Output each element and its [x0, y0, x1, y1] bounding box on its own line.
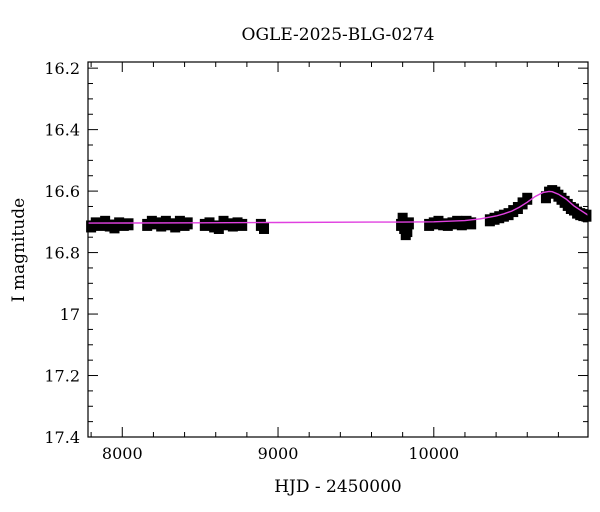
- x-tick-label: 9000: [258, 444, 299, 463]
- data-point-marker: [397, 212, 408, 225]
- y-tick-label: 17: [60, 305, 80, 324]
- data-point-marker: [581, 209, 592, 222]
- y-tick-label: 16.6: [44, 182, 80, 201]
- y-tick-label: 17.2: [44, 367, 80, 386]
- data-point-marker: [402, 225, 413, 238]
- y-tick-label: 16.4: [44, 121, 80, 140]
- data-point-marker: [259, 221, 270, 234]
- model-curve: [87, 190, 589, 224]
- x-tick-label: 10000: [408, 444, 459, 463]
- ticks-layer: 8000 9000 10000 16.2 16.4 16.6 16.8 17 17.2 17.4: [44, 59, 588, 463]
- data-point: [403, 217, 414, 230]
- data-point-marker: [522, 192, 533, 205]
- data-point-marker: [466, 217, 477, 230]
- data-point: [259, 221, 270, 234]
- y-tick-label: 16.8: [44, 244, 80, 263]
- data-point-marker: [237, 218, 248, 231]
- y-axis-label: I magnitude: [9, 198, 29, 302]
- plot-frame: [87, 61, 589, 438]
- observations-layer: [86, 185, 592, 241]
- data-point: [123, 218, 134, 231]
- chart-title: OGLE-2025-BLG-0274: [242, 25, 435, 45]
- model-layer: [87, 190, 589, 224]
- plot-area: 8000 9000 10000 16.2 16.4 16.6 16.8 17 17.2 17.4: [44, 59, 592, 463]
- y-tick-label: 16.2: [44, 59, 80, 78]
- y-tick-label: 17.4: [44, 428, 80, 447]
- data-point: [237, 218, 248, 231]
- data-point-marker: [403, 217, 414, 230]
- data-point-marker: [123, 218, 134, 231]
- x-axis-label: HJD - 2450000: [274, 477, 402, 497]
- x-tick-label: 8000: [102, 444, 143, 463]
- data-point-marker: [213, 221, 224, 234]
